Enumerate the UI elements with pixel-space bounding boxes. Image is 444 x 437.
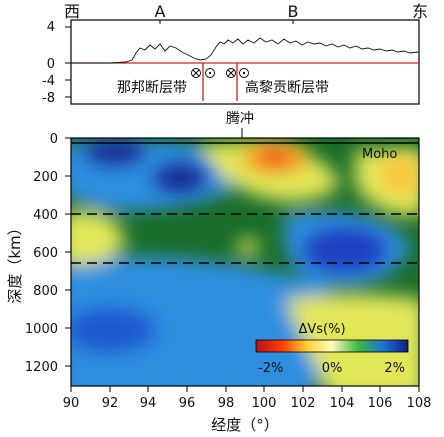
depth-tick-400: 400 — [33, 208, 58, 223]
lon-tick-92: 92 — [102, 396, 119, 411]
depth-tick-200: 200 — [33, 170, 58, 185]
direction-west-label: 西 — [64, 2, 80, 21]
shear-into-icon — [192, 69, 201, 78]
point-b-label: B — [288, 2, 299, 21]
depth-tick-600: 600 — [33, 246, 58, 261]
lon-tick-96: 96 — [179, 396, 196, 411]
depth-tick-1000: 1000 — [25, 322, 58, 337]
depth-tick-1200: 1200 — [25, 360, 58, 375]
colorbar-title: ΔVs(%) — [298, 322, 345, 337]
depth-tick-0: 0 — [50, 132, 58, 147]
shear-out-icon — [206, 69, 215, 78]
shear-into-icon-2 — [227, 69, 236, 78]
elev-tick-4: 4 — [47, 20, 55, 35]
elev-tick-minus8: -8 — [42, 91, 55, 106]
moho-label: Moho — [362, 147, 397, 162]
colorbar-tick-mid: 0% — [322, 361, 343, 376]
lon-tick-104: 104 — [330, 396, 355, 411]
depth-tick-800: 800 — [33, 284, 58, 299]
lon-tick-marks — [71, 386, 419, 392]
lon-tick-100: 100 — [252, 396, 277, 411]
colorbar-tick-min: -2% — [258, 361, 283, 376]
colorbar-tick-max: 2% — [384, 361, 405, 376]
lon-tick-98: 98 — [218, 396, 235, 411]
gaoligong-fault-label: 高黎贡断层带 — [245, 79, 329, 96]
lon-tick-102: 102 — [291, 396, 316, 411]
lon-tick-108: 108 — [407, 396, 432, 411]
colorbar-gradient — [256, 340, 408, 352]
elev-tick-0: 0 — [47, 57, 55, 72]
lon-tick-90: 90 — [63, 396, 80, 411]
shear-out-icon-2 — [240, 69, 249, 78]
direction-east-label: 东 — [412, 2, 428, 21]
lon-tick-106: 106 — [368, 396, 393, 411]
depth-axis-label: 深度（km） — [6, 220, 24, 303]
lon-tick-94: 94 — [140, 396, 157, 411]
nabang-fault-label: 那邦断层带 — [117, 80, 187, 96]
depth-tick-marks — [65, 138, 71, 366]
tengchong-label: 腾冲 — [226, 110, 254, 127]
longitude-axis-label: 经度（°） — [211, 416, 279, 434]
velocity-anomaly-map — [60, 138, 425, 400]
elevation-profile-line — [71, 38, 419, 63]
elev-tick-minus4: -4 — [42, 74, 55, 89]
point-a-label: A — [155, 2, 166, 21]
